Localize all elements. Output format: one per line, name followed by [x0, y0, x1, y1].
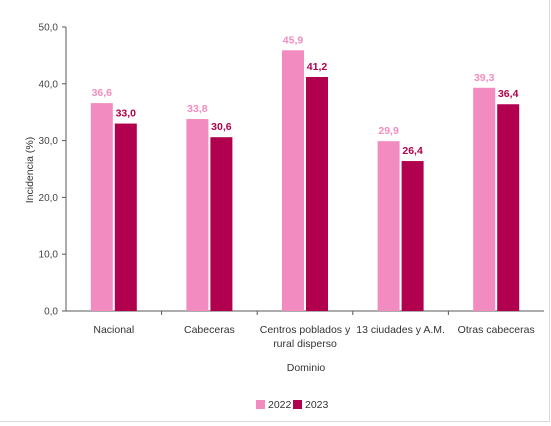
legend-label-2022: 2022: [268, 399, 292, 411]
x-axis-title: Dominio: [287, 362, 326, 374]
y-tick-label: 30,0: [39, 136, 59, 147]
bars: [90, 50, 520, 312]
legend-label-2023: 2023: [305, 399, 329, 411]
y-tick-label: 40,0: [39, 79, 59, 90]
value-label-2023: 30,6: [211, 121, 232, 133]
category-label: Cabeceras: [184, 324, 235, 336]
bar-2023: [114, 123, 137, 311]
legend-swatch-2022: [256, 400, 265, 409]
y-tick-label: 20,0: [39, 193, 59, 204]
bar-2022: [186, 119, 209, 312]
value-label-2023: 26,4: [402, 145, 423, 157]
value-label-2022: 39,3: [474, 72, 495, 84]
y-tick-label: 0,0: [44, 307, 58, 318]
y-tick-label: 50,0: [39, 23, 59, 34]
bar-2023: [497, 104, 520, 311]
axes: 0,0 10,0 20,0 30,0 40,0 50,0: [39, 23, 544, 318]
legend-swatch-2023: [293, 400, 302, 409]
bar-2022: [473, 87, 496, 311]
value-label-2023: 36,4: [498, 88, 519, 100]
bar-2022: [90, 103, 113, 311]
bar-2022: [377, 141, 400, 311]
value-label-2022: 36,6: [92, 87, 113, 99]
value-label-2022: 45,9: [283, 34, 304, 46]
y-axis-title: Incidencia (%): [24, 137, 36, 204]
legend: 2022 2023: [256, 399, 329, 411]
value-labels: 36,633,0 33,830,6 45,9 41,2 29,926,4 39,336,4: [92, 34, 519, 157]
value-label-2022: 29,9: [378, 125, 399, 137]
category-label: rural disperso: [273, 338, 337, 350]
value-label-2022: 33,8: [187, 103, 208, 115]
category-label: Centros poblados y: [260, 324, 351, 336]
bar-2022: [282, 50, 304, 312]
y-tick-label: 10,0: [39, 250, 59, 261]
bar-2023: [210, 137, 233, 311]
value-label-2023: 33,0: [116, 108, 137, 120]
category-label: Otras cabeceras: [458, 324, 535, 336]
category-label: Nacional: [93, 324, 134, 336]
category-labels: Nacional Cabeceras Centros poblados y rural…: [93, 324, 534, 350]
value-label-2023: 41,2: [307, 61, 328, 73]
bar-2023: [401, 161, 424, 311]
category-label: 13 ciudades y A.M.: [356, 324, 445, 336]
bar-2023: [306, 76, 328, 311]
